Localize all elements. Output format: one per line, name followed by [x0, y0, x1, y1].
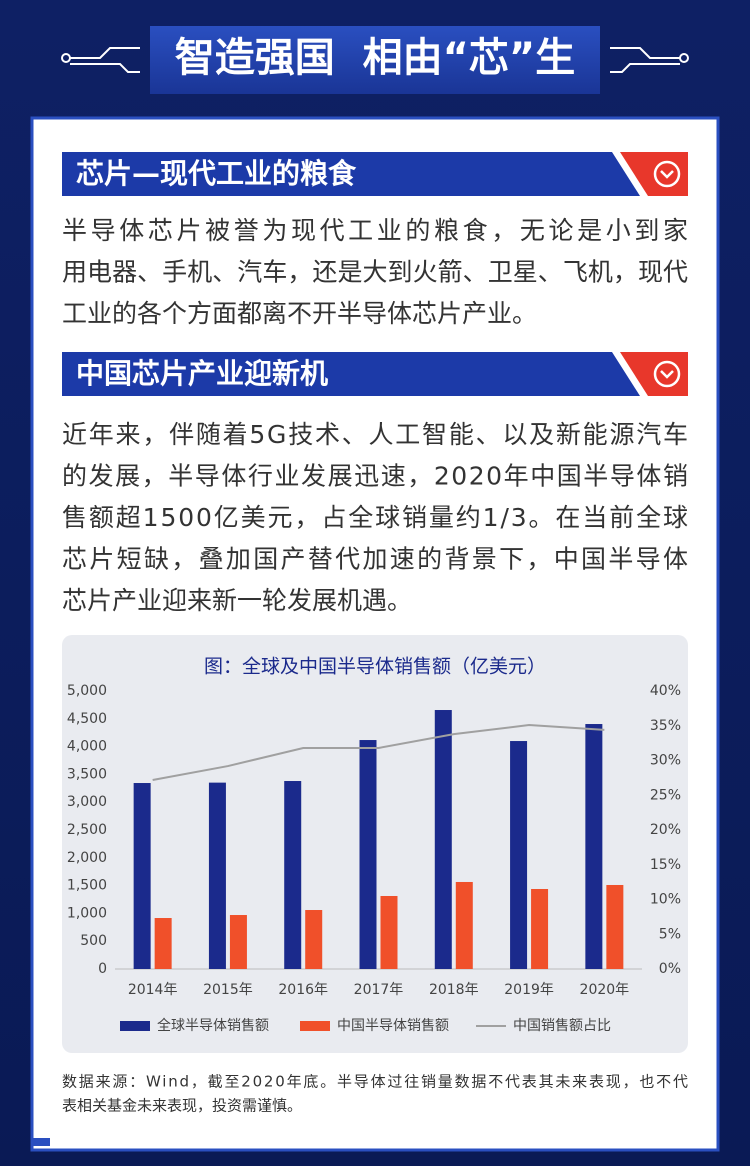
bar	[380, 895, 398, 969]
y2-tick-label: 25%	[650, 787, 681, 803]
y2-tick-label: 10%	[650, 892, 681, 908]
y-tick-label: 3,500	[67, 766, 107, 782]
x-tick-label: 2020年	[580, 982, 630, 998]
y-tick-label: 1,500	[67, 878, 107, 894]
x-tick-label: 2019年	[504, 982, 554, 998]
footnote-line: 表相关基金未来表现，投资需谨慎。	[62, 1097, 302, 1115]
y-tick-label: 500	[80, 933, 107, 949]
bar	[455, 881, 473, 969]
legend-label: 全球半导体销售额	[157, 1017, 269, 1034]
bar	[510, 741, 528, 969]
legend-swatch	[300, 1021, 330, 1031]
y-tick-label: 0	[98, 961, 107, 977]
body-line: 售额超1500亿美元，占全球销量约1/3。在当前全球	[62, 503, 688, 532]
bar	[208, 782, 226, 969]
x-tick-label: 2016年	[278, 982, 328, 998]
bar	[434, 710, 452, 969]
bar	[531, 888, 549, 969]
y-tick-label: 4,500	[67, 711, 107, 727]
y-tick-label: 2,500	[67, 822, 107, 838]
bar	[133, 783, 151, 969]
bar	[284, 781, 302, 969]
y-tick-label: 5,000	[67, 683, 107, 699]
legend-label: 中国销售额占比	[513, 1018, 611, 1034]
bar	[305, 910, 323, 969]
y-tick-label: 3,000	[67, 794, 107, 810]
bar	[229, 915, 247, 969]
section-header: 中国芯片产业迎新机	[62, 352, 688, 396]
y2-tick-label: 15%	[650, 857, 681, 873]
y2-tick-label: 35%	[650, 718, 681, 734]
body-line: 用电器、手机、汽车，还是大到火箭、卫星、飞机，现代	[62, 258, 688, 287]
y2-tick-label: 30%	[650, 753, 681, 769]
y2-tick-label: 5%	[659, 926, 681, 942]
body-line: 工业的各个方面都离不开半导体芯片产业。	[62, 299, 537, 328]
x-tick-label: 2015年	[203, 982, 253, 998]
chart: 0 500 1,000 1,500 2,000 2,500 3,000 3,500 4,000 4…	[67, 683, 681, 1034]
bar	[585, 724, 603, 969]
x-tick-label: 2014年	[128, 982, 178, 998]
footnote-line: 数据来源：Wind，截至2020年底。半导体过往销量数据不代表其未来表现，也不代	[62, 1073, 688, 1091]
y-tick-label: 1,000	[67, 905, 107, 921]
title-box	[150, 26, 600, 94]
body-line: 芯片短缺，叠加国产替代加速的背景下，中国半导体	[62, 545, 688, 574]
line	[152, 724, 605, 781]
decor	[61, 47, 689, 73]
chart-title: 图：全球及中国半导体销售额（亿美元）	[204, 656, 546, 678]
x-tick-label: 2017年	[354, 982, 404, 998]
page-title: 智造强国 相由“芯”生	[175, 35, 575, 81]
body-line: 的发展，半导体行业发展迅速，2020年中国半导体销	[62, 462, 688, 491]
decor	[32, 1138, 50, 1146]
section-header: 芯片—现代工业的粮食	[62, 152, 688, 196]
section-heading: 芯片—现代工业的粮食	[76, 157, 357, 190]
body-line: 芯片产业迎来新一轮发展机遇。	[62, 586, 412, 615]
bar	[154, 918, 172, 969]
x-tick-label: 2018年	[429, 982, 479, 998]
section-heading: 中国芯片产业迎新机	[76, 357, 328, 390]
y2-tick-label: 20%	[650, 822, 681, 838]
legend-label: 中国半导体销售额	[337, 1018, 449, 1034]
y2-tick-label: 40%	[650, 683, 681, 699]
legend-swatch	[120, 1021, 150, 1031]
bar	[606, 884, 624, 969]
y2-tick-label: 0%	[659, 961, 681, 977]
body-line: 近年来，伴随着5G技术、人工智能、以及新能源汽车	[62, 420, 688, 449]
y-tick-label: 4,000	[67, 739, 107, 755]
bar	[359, 740, 377, 969]
y-tick-label: 2,000	[67, 850, 107, 866]
